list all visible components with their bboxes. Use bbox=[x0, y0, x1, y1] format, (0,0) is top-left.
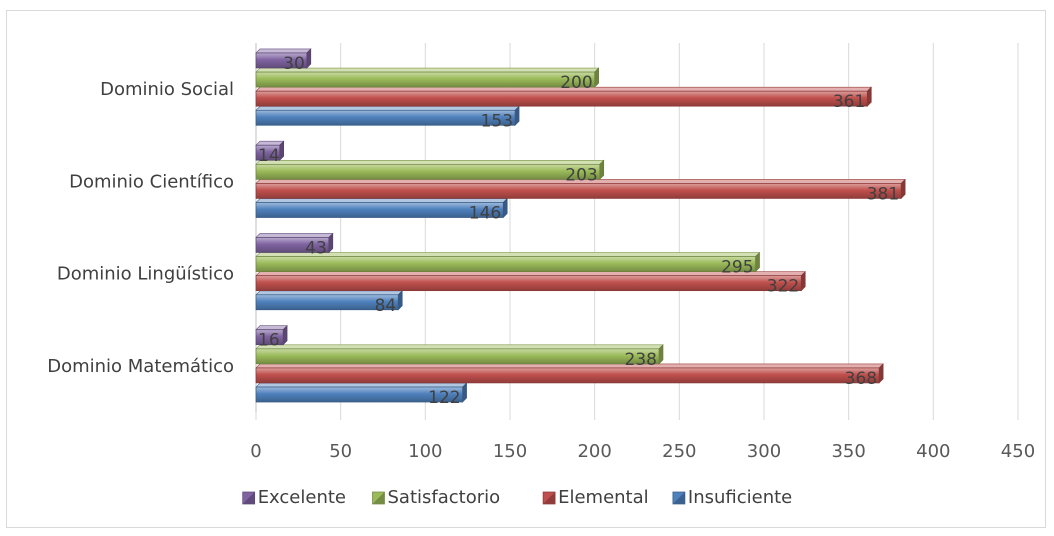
bar-satisfactorio-3 bbox=[255, 67, 600, 88]
data-label: 84 bbox=[375, 296, 397, 316]
category-label: Dominio Científico bbox=[69, 171, 234, 192]
category-label: Dominio Lingüístico bbox=[57, 264, 234, 285]
data-label: 16 bbox=[258, 331, 280, 351]
bar-satisfactorio-0 bbox=[255, 344, 664, 365]
data-label: 30 bbox=[283, 54, 305, 74]
x-tick-label: 350 bbox=[831, 441, 865, 462]
x-tick-label: 0 bbox=[250, 441, 261, 462]
data-label: 361 bbox=[833, 92, 865, 112]
bar-insuficiente-1 bbox=[255, 290, 403, 311]
data-label: 368 bbox=[845, 369, 877, 389]
bar-elemental-0 bbox=[255, 363, 884, 384]
data-label: 153 bbox=[481, 111, 513, 131]
data-label: 146 bbox=[469, 204, 501, 224]
bar-satisfactorio-1 bbox=[255, 251, 761, 273]
legend-item-insuficiente: Insuficiente bbox=[672, 487, 792, 508]
x-tick-label: 200 bbox=[577, 441, 611, 462]
bar-excelente-1 bbox=[255, 232, 334, 254]
x-tick-label: 50 bbox=[329, 441, 352, 462]
x-tick-label: 300 bbox=[747, 441, 781, 462]
x-tick-label: 250 bbox=[662, 441, 696, 462]
data-label: 322 bbox=[767, 277, 799, 297]
bar-elemental-1 bbox=[255, 270, 806, 292]
legend-label: Excelente bbox=[258, 487, 346, 508]
bar-excelente-2 bbox=[255, 140, 285, 161]
data-label: 238 bbox=[625, 350, 657, 370]
category-label: Dominio Matemático bbox=[47, 356, 234, 377]
x-tick-label: 100 bbox=[408, 441, 442, 462]
bar-insuficiente-3 bbox=[255, 105, 520, 126]
category-label: Dominio Social bbox=[100, 79, 234, 100]
legend-label: Insuficiente bbox=[688, 487, 792, 508]
data-label: 200 bbox=[560, 73, 592, 93]
x-tick-label: 400 bbox=[916, 441, 950, 462]
bar-elemental-2 bbox=[255, 178, 906, 200]
legend-item-satisfactorio: Satisfactorio bbox=[372, 487, 501, 508]
bar-insuficiente-2 bbox=[255, 197, 508, 219]
legend-label: Elemental bbox=[558, 487, 649, 508]
legend-label: Satisfactorio bbox=[388, 487, 501, 508]
bar-satisfactorio-2 bbox=[255, 159, 605, 181]
x-tick-label: 450 bbox=[1001, 441, 1035, 462]
data-label: 295 bbox=[721, 258, 753, 278]
legend-item-excelente: Excelente bbox=[242, 487, 346, 508]
bar-excelente-3 bbox=[255, 48, 312, 69]
data-label: 203 bbox=[565, 165, 597, 185]
data-label: 122 bbox=[428, 388, 460, 408]
legend-item-elemental: Elemental bbox=[542, 487, 649, 508]
bar-elemental-3 bbox=[255, 86, 873, 107]
bar-excelente-0 bbox=[255, 325, 288, 346]
data-label: 381 bbox=[867, 184, 899, 204]
x-tick-label: 150 bbox=[493, 441, 527, 462]
data-label: 43 bbox=[305, 238, 327, 258]
data-label: 14 bbox=[258, 146, 280, 166]
